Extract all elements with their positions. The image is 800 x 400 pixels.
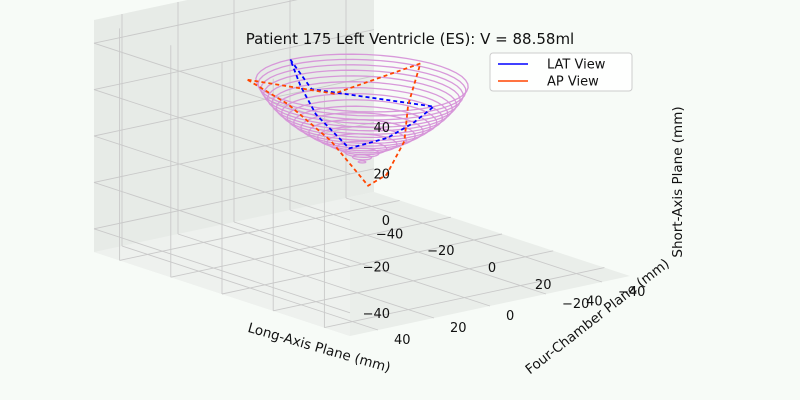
view-lines — [247, 58, 436, 187]
x-tick-label: 20 — [535, 278, 552, 293]
legend-label-ap: AP View — [547, 75, 599, 90]
mesh-ring — [266, 75, 458, 128]
floor-grid-x — [324, 267, 605, 329]
y-tick-label: −20 — [562, 297, 589, 312]
side-grid-z — [93, 0, 298, 44]
series-line-ap-view — [247, 62, 422, 187]
axis-ticks: −40 −40 −40 −20 −20 −20 0 0 0 20 20 20 40 40 40 — [363, 121, 646, 348]
x-tick-label: −40 — [376, 227, 403, 242]
mesh-ring — [351, 154, 373, 161]
axes-grid — [93, 0, 605, 331]
mesh-ring — [300, 112, 424, 147]
x-tick-label: 0 — [488, 261, 496, 276]
y-tick-label: −40 — [618, 285, 645, 300]
floor-grid-x — [273, 250, 554, 312]
mesh-ring — [326, 133, 398, 154]
legend-label-lat: LAT View — [547, 58, 606, 73]
side-grid-z — [93, 75, 375, 137]
z-tick-label: 40 — [373, 121, 390, 136]
x-tick-label: −20 — [427, 244, 454, 259]
z-tick-label: −40 — [363, 307, 390, 322]
back-grid-z — [93, 89, 351, 175]
floor-grid-y — [177, 233, 435, 319]
z-tick-label: 0 — [382, 214, 390, 229]
legend: LAT View AP View — [489, 52, 633, 92]
mesh-ring — [275, 86, 449, 135]
mesh-ring — [357, 160, 367, 164]
floor-grid-y — [121, 245, 379, 331]
series-line-lat-view — [289, 58, 436, 150]
floor-grid-y — [233, 221, 491, 307]
y-tick-label: 0 — [506, 309, 514, 324]
back-grid-z — [93, 135, 351, 221]
ventricle-mesh — [255, 53, 469, 164]
side-grid-z — [93, 29, 375, 91]
mesh-ring — [336, 140, 388, 156]
x-tick-label: 40 — [586, 295, 603, 310]
mesh-ring — [293, 105, 431, 145]
z-tick-label: −20 — [363, 260, 390, 275]
y-tick-label: 20 — [450, 321, 467, 336]
y-tick-label: 40 — [394, 333, 411, 348]
z-axis-label: Short-Axis Plane (mm) — [670, 106, 686, 257]
mesh-ring — [308, 118, 416, 150]
chart-title: Patient 175 Left Ventricle (ES): V = 88.… — [246, 30, 574, 48]
z-tick-label: 20 — [373, 168, 390, 183]
